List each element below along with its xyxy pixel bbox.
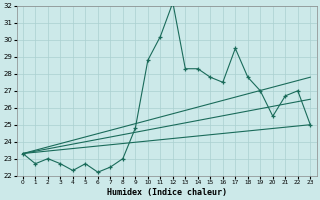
X-axis label: Humidex (Indice chaleur): Humidex (Indice chaleur) [107,188,227,197]
